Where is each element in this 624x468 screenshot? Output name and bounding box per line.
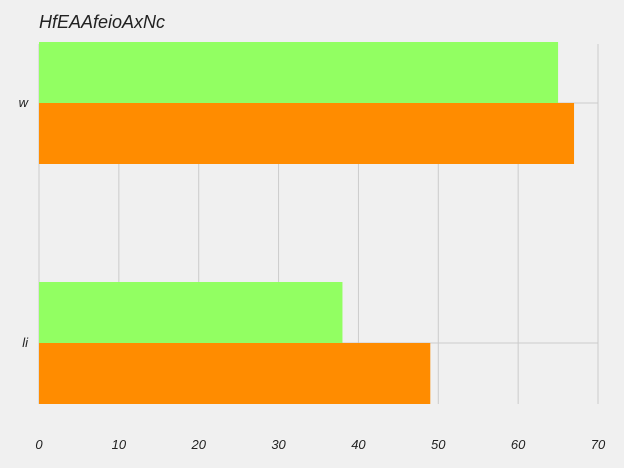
y-tick-label: li bbox=[22, 335, 29, 350]
bar-li-series-2 bbox=[39, 343, 431, 404]
chart-title: HfEAAfeioAxNc bbox=[39, 12, 166, 32]
y-tick-label: w bbox=[19, 95, 30, 110]
x-tick-label: 20 bbox=[190, 437, 206, 452]
x-tick-label: 30 bbox=[271, 437, 286, 452]
x-axis-ticks: 0 10 20 30 40 50 60 70 bbox=[35, 437, 606, 452]
x-tick-label: 60 bbox=[511, 437, 526, 452]
x-tick-label: 70 bbox=[591, 437, 606, 452]
y-axis-ticks: w li bbox=[19, 95, 30, 350]
bar-layer bbox=[39, 42, 575, 404]
x-tick-label: 0 bbox=[35, 437, 43, 452]
bar-w-series-2 bbox=[39, 103, 575, 164]
x-tick-label: 40 bbox=[351, 437, 366, 452]
bar-w-series-1 bbox=[39, 42, 559, 103]
x-tick-label: 10 bbox=[112, 437, 127, 452]
x-tick-label: 50 bbox=[431, 437, 446, 452]
bar-li-series-1 bbox=[39, 282, 343, 343]
